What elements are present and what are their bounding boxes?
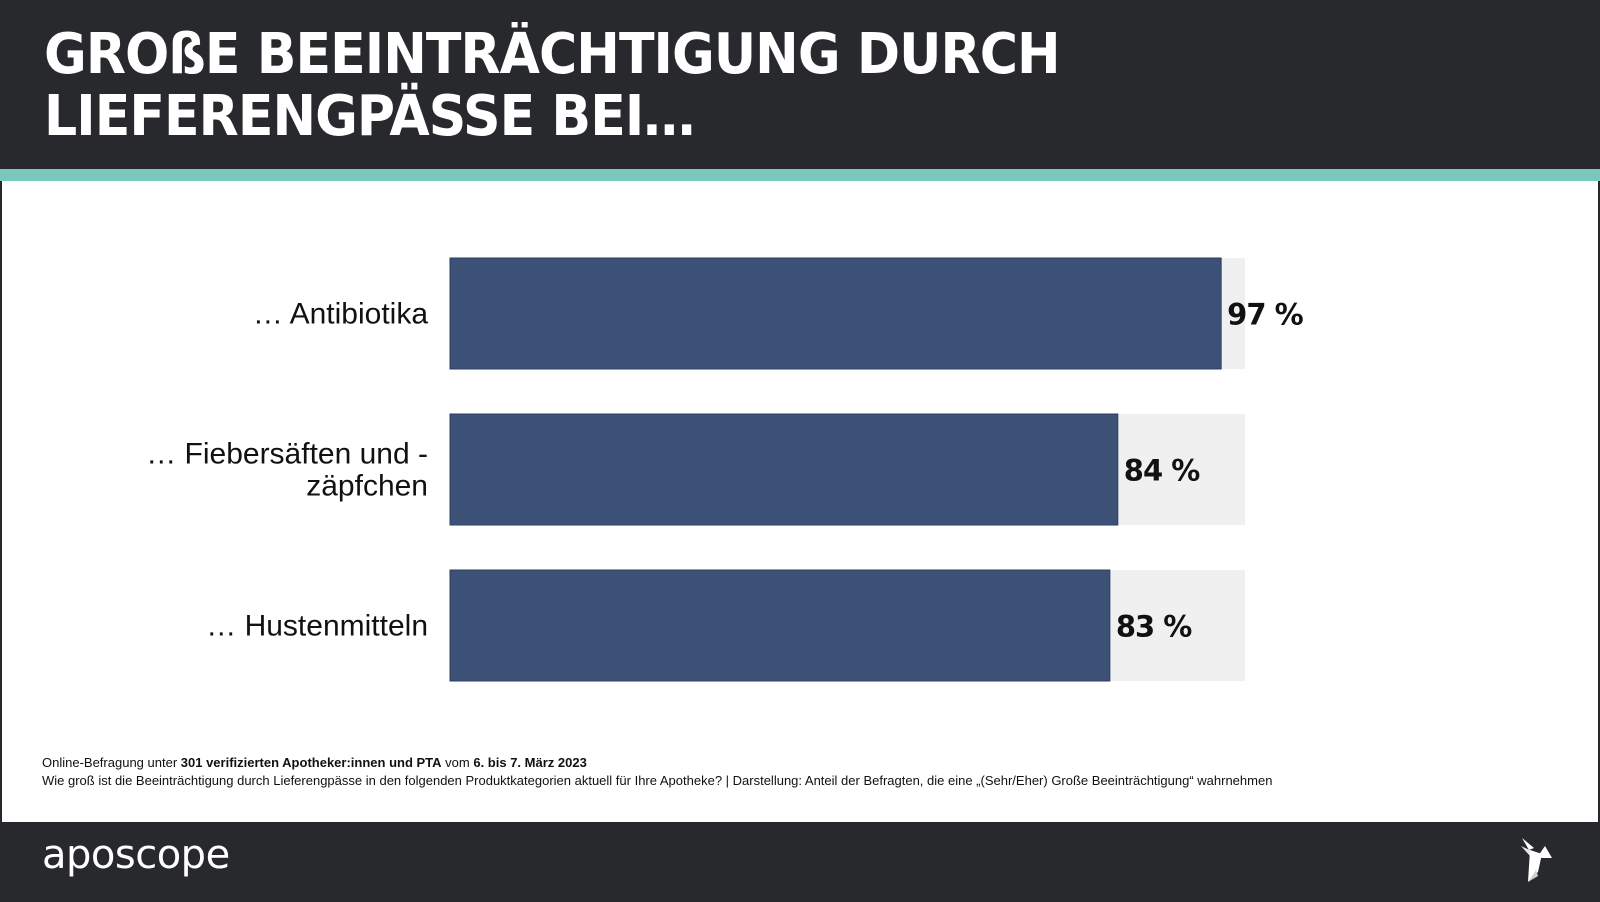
category-label: … Antibiotika	[253, 298, 428, 331]
footnote-date: 6. bis 7. März 2023	[473, 755, 587, 770]
origami-bird-icon	[1521, 838, 1552, 882]
footnote-sample: 301 verifizierten Apotheker:innen und PT…	[180, 755, 442, 770]
category-label: … Fiebersäften und -zäpfchen	[146, 438, 428, 503]
category-label-line: … Antibiotika	[253, 298, 428, 331]
value-label: 97 %	[1227, 298, 1303, 332]
title-line-2: LIEFERENGPÄSSE BEI…	[44, 84, 695, 149]
bar	[449, 257, 1222, 370]
footnotes: Online-Befragung unter 301 verifizierten…	[42, 754, 1272, 790]
category-label-line: zäpfchen	[306, 470, 428, 503]
footnote-methodology: Online-Befragung unter 301 verifizierten…	[42, 754, 1272, 772]
category-label-line: … Fiebersäften und -	[146, 438, 428, 471]
footnote-text: Online-Befragung unter	[42, 755, 181, 770]
accent-strip	[0, 169, 1600, 181]
bar-chart: 97 % … Antibiotika 84 % … Fiebersäften und …	[146, 257, 1305, 682]
footnote-text: vom	[441, 755, 474, 770]
value-label: 84 %	[1124, 454, 1200, 488]
title-line-1: GROßE BEEINTRÄCHTIGUNG DURCH	[44, 22, 1061, 87]
page-title: GROßE BEEINTRÄCHTIGUNG DURCH LIEFERENGPÄ…	[44, 22, 1061, 149]
header: GROßE BEEINTRÄCHTIGUNG DURCH LIEFERENGPÄ…	[0, 0, 1600, 169]
footnote-question: Wie groß ist die Beeinträchtigung durch …	[42, 773, 1273, 788]
category-label-line: … Hustenmitteln	[206, 610, 428, 643]
value-label: 83 %	[1116, 610, 1192, 644]
brand-logo: aposcope	[42, 832, 230, 878]
bar	[449, 413, 1119, 526]
footer: aposcope	[0, 822, 1600, 902]
category-label: … Hustenmitteln	[206, 610, 428, 643]
bar	[449, 569, 1111, 682]
